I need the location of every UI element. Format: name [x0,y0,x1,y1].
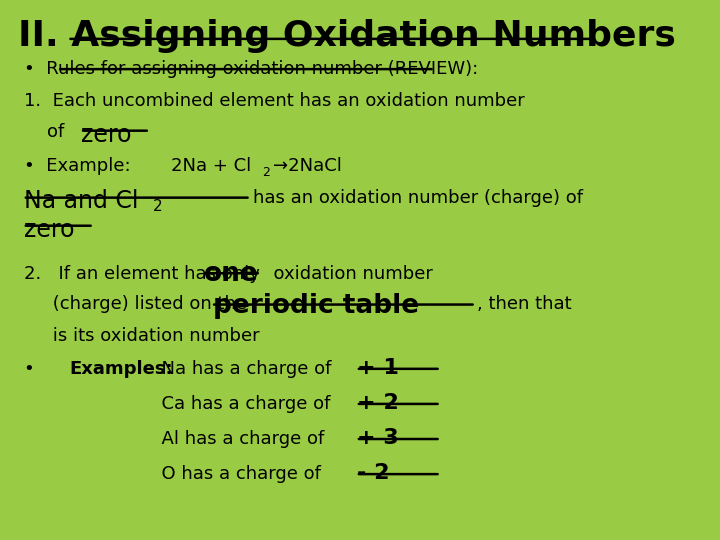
Text: 2Na + Cl: 2Na + Cl [171,157,251,174]
Text: oxidation number: oxidation number [263,265,433,282]
Text: (charge) listed on the: (charge) listed on the [24,295,258,313]
Text: + 3: + 3 [357,428,399,448]
Text: Na has a charge of: Na has a charge of [150,360,331,378]
Text: Al has a charge of: Al has a charge of [150,430,324,448]
Text: zero: zero [81,123,132,146]
Text: 2.   If an element has only: 2. If an element has only [24,265,271,282]
Text: , then that: , then that [477,295,571,313]
Text: Ca has a charge of: Ca has a charge of [150,395,330,413]
Text: + 2: + 2 [357,393,399,413]
Text: Na and Cl: Na and Cl [24,189,139,213]
Text: 2: 2 [153,199,163,214]
Text: II. Assigning Oxidation Numbers: II. Assigning Oxidation Numbers [18,19,676,53]
Text: - 2: - 2 [357,463,390,483]
Text: has an oxidation number (charge) of: has an oxidation number (charge) of [253,189,583,207]
Text: Examples:: Examples: [69,360,173,378]
Text: •  Example:: • Example: [24,157,131,174]
Text: •: • [24,360,75,378]
Text: periodic table: periodic table [213,293,419,319]
Text: zero: zero [24,218,75,241]
Text: 2: 2 [263,166,270,179]
Text: + 1: + 1 [357,358,399,378]
Text: O has a charge of: O has a charge of [150,465,320,483]
Text: is its oxidation number: is its oxidation number [24,327,260,345]
Text: •  Rules for assigning oxidation number (REVIEW):: • Rules for assigning oxidation number (… [24,60,478,78]
Text: of: of [24,123,76,140]
Text: one: one [204,261,258,287]
Text: →2NaCl: →2NaCl [273,157,341,174]
Text: 1.  Each uncombined element has an oxidation number: 1. Each uncombined element has an oxidat… [24,92,525,110]
